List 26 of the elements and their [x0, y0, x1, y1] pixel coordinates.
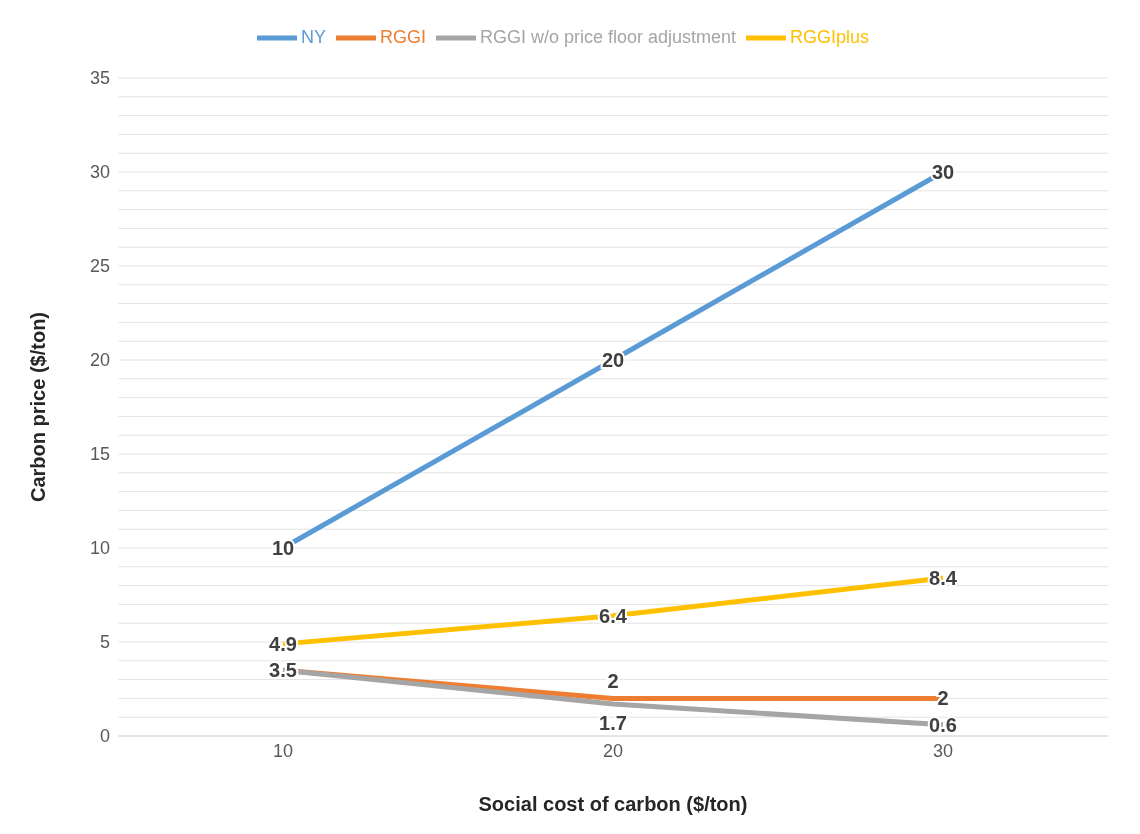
y-axis-title: Carbon price ($/ton): [27, 311, 50, 503]
data-label: 8.4: [929, 567, 958, 590]
y-tick-label: 15: [89, 444, 110, 465]
data-label: 2: [607, 670, 619, 693]
x-axis-title: Social cost of carbon ($/ton): [478, 793, 748, 815]
legend-label: RGGIplus: [790, 26, 870, 47]
data-label: 10: [271, 537, 295, 559]
y-tick-label: 10: [89, 538, 110, 559]
y-tick-label: 30: [89, 162, 110, 183]
x-tick-label: 10: [272, 740, 294, 761]
legend-label: NY: [300, 26, 326, 47]
data-label: 1.7: [599, 712, 627, 735]
y-tick-label: 35: [89, 68, 110, 89]
data-label: 30: [931, 161, 955, 183]
data-label: 4.9: [269, 632, 297, 655]
y-tick-label: 0: [99, 726, 110, 747]
legend-label: RGGI w/o price floor adjustment: [479, 26, 737, 47]
y-tick-label: 5: [99, 632, 110, 653]
data-label: 2: [937, 687, 949, 710]
x-tick-label: 20: [602, 740, 624, 761]
y-tick-label: 20: [89, 350, 110, 371]
y-tick-label: 25: [89, 256, 110, 277]
legend-label: RGGI: [379, 26, 426, 47]
data-label: 3.5: [269, 659, 297, 682]
data-label: 0.6: [929, 713, 957, 736]
x-tick-label: 30: [932, 740, 954, 761]
